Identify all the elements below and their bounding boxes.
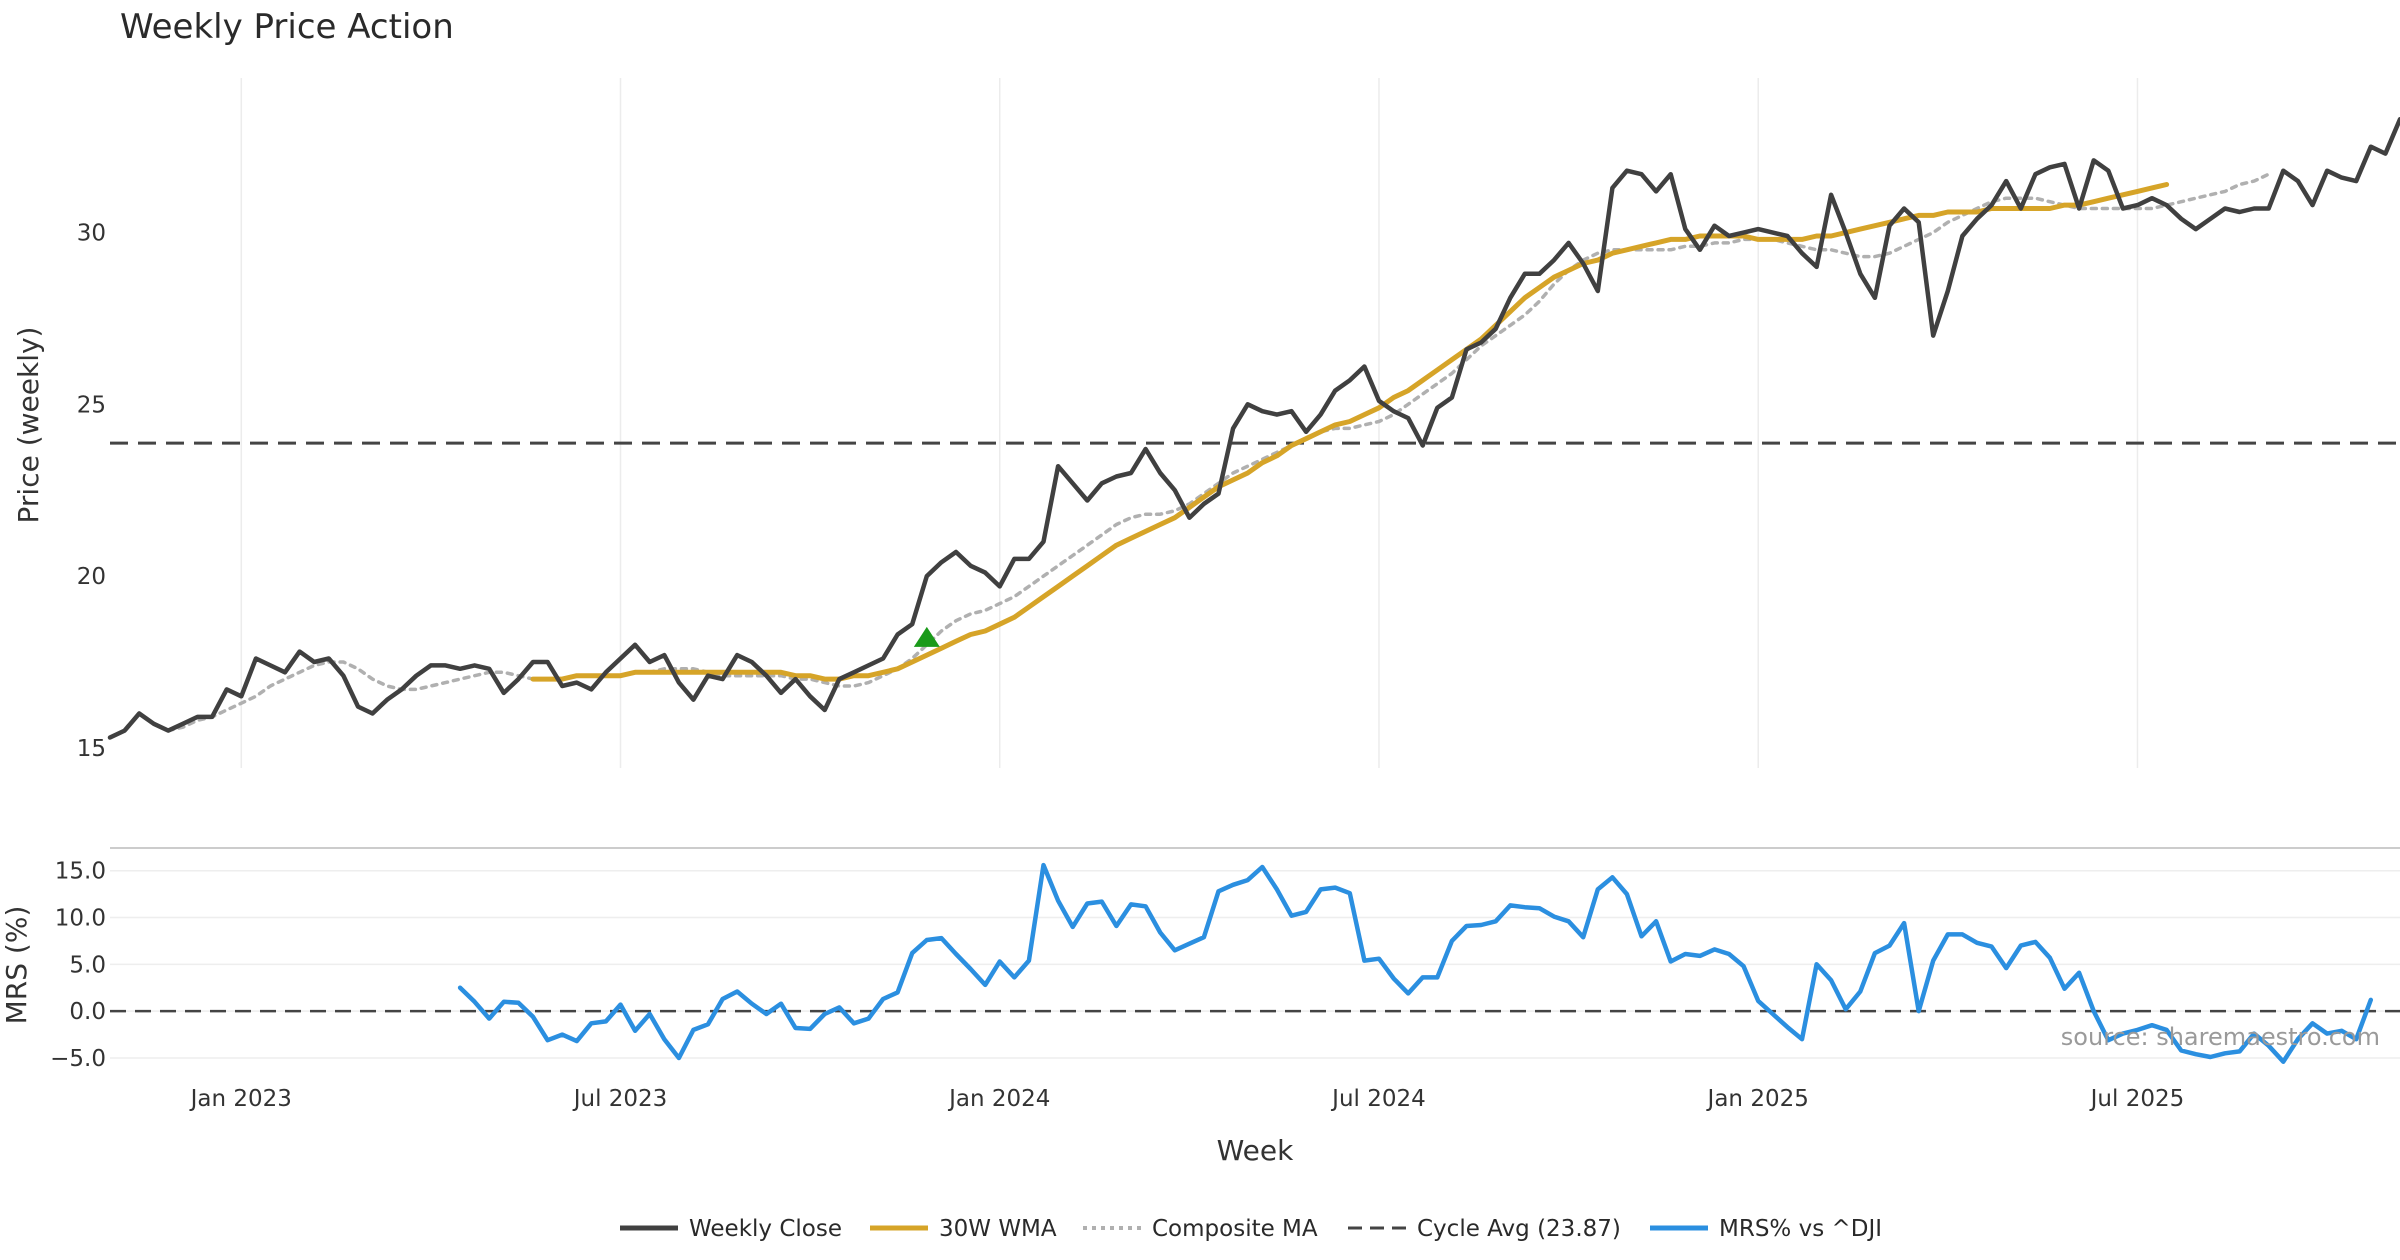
mrs-y-tick-label: −5.0	[50, 1046, 106, 1072]
legend-label: Composite MA	[1152, 1216, 1318, 1242]
mrs-gridlines	[110, 869, 2400, 1059]
price-y-tick-label: 30	[77, 221, 106, 247]
source-watermark: source: sharemaestro.com	[2061, 1023, 2380, 1051]
mrs-y-ticks: 15.0 10.0 5.0 0.0 −5.0	[50, 859, 106, 1072]
legend-label: Cycle Avg (23.87)	[1417, 1216, 1621, 1242]
price-y-tick-label: 20	[77, 564, 106, 590]
mrs-line	[457, 862, 2374, 1064]
mrs-y-tick-label: 10.0	[55, 906, 106, 932]
weekly-close-line	[107, 116, 2400, 740]
legend-label: 30W WMA	[939, 1216, 1057, 1242]
legend-label: MRS% vs ^DJI	[1719, 1216, 1882, 1242]
x-axis-label: Week	[1217, 1134, 1294, 1167]
x-ticks: Jan 2023 Jul 2023 Jan 2024 Jul 2024 Jan 2025…	[189, 1086, 2185, 1112]
legend: Weekly Close 30W WMA Composite MA Cycle Avg…	[620, 1216, 1882, 1242]
x-tick-label: Jul 2025	[2089, 1086, 2185, 1112]
mrs-y-tick-label: 5.0	[69, 952, 106, 978]
composite-ma-line	[166, 172, 2271, 733]
price-gridlines	[240, 78, 2139, 768]
x-tick-label: Jan 2023	[189, 1086, 292, 1112]
x-tick-label: Jul 2024	[1330, 1086, 1426, 1112]
mrs-y-tick-label: 15.0	[55, 859, 106, 885]
buy-signal-triangle-icon	[913, 626, 940, 647]
mrs-y-axis-label: MRS (%)	[0, 906, 33, 1025]
price-y-tick-label: 25	[77, 392, 106, 418]
x-tick-label: Jan 2024	[947, 1086, 1050, 1112]
price-series	[107, 116, 2400, 740]
chart-title: Weekly Price Action	[120, 7, 454, 47]
price-y-tick-label: 15	[77, 736, 106, 762]
mrs-series	[457, 862, 2374, 1064]
x-tick-label: Jan 2025	[1706, 1086, 1809, 1112]
legend-label: Weekly Close	[689, 1216, 842, 1242]
markers	[913, 626, 940, 647]
price-y-ticks: 15 20 25 30	[77, 221, 106, 762]
price-y-axis-label: Price (weekly)	[12, 327, 45, 524]
mrs-y-tick-label: 0.0	[69, 999, 106, 1025]
x-tick-label: Jul 2023	[572, 1086, 668, 1112]
